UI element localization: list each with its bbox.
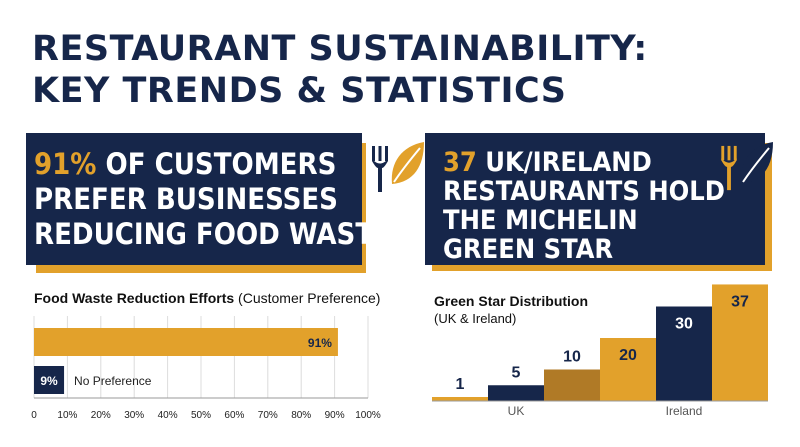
bar-value-label: 1 — [456, 376, 465, 393]
x-tick-label: 100% — [355, 410, 381, 421]
bar-value-label: 30 — [675, 316, 693, 333]
x-tick-label: 0 — [31, 410, 37, 421]
bar-value-label: 37 — [731, 293, 749, 310]
bar-value-label: 91% — [308, 336, 332, 350]
fork-icon — [372, 146, 388, 192]
chart-title-rest: (Customer Preference) — [234, 290, 381, 306]
banner-line-2: PREFER BUSINESSES — [34, 182, 338, 216]
chart-title-bold: Food Waste Reduction Efforts — [34, 290, 235, 306]
x-tick-label: 40% — [158, 410, 178, 421]
banner-line-1-text: OF CUSTOMERS — [96, 147, 337, 181]
x-tick-label: 50% — [191, 410, 211, 421]
banner-panel: 37 UK/IRELAND RESTAURANTS HOLD THE MICHE… — [425, 133, 765, 265]
x-tick-label: 20% — [91, 410, 111, 421]
bar-customer-preference — [34, 328, 338, 356]
banner-line-2: RESTAURANTS HOLD — [443, 176, 725, 207]
page-title: RESTAURANT SUSTAINABILITY: KEY TRENDS & … — [32, 28, 648, 112]
x-tick-label: 10% — [57, 410, 77, 421]
bar-no-preference — [34, 366, 65, 394]
bar-value-label: 9% — [40, 374, 58, 388]
food-waste-chart: 0 10% 20% 30% 40% 50% 60% 70% 80% 90% 100% 91% 9% No … — [31, 316, 381, 421]
x-tick-label: 90% — [325, 410, 345, 421]
green-star-chart-subtitle: (UK & Ireland) — [434, 311, 517, 326]
banner-line-1-text: UK/IRELAND — [476, 147, 652, 178]
bar-value-label: 20 — [619, 347, 637, 364]
banner-highlight: 91% — [34, 147, 97, 181]
x-tick-label: 80% — [291, 410, 311, 421]
banner-line-4: GREEN STAR — [443, 234, 614, 265]
banner-panel: 91% OF CUSTOMERS PREFER BUSINESSES REDUC… — [26, 133, 391, 265]
banner-highlight: 37 — [443, 147, 477, 178]
x-tick-label: 70% — [258, 410, 278, 421]
banner-line-3: THE MICHELIN — [443, 205, 638, 236]
bar-green-star-5 — [656, 306, 712, 401]
banner-line-1: 37 UK/IRELAND — [443, 148, 765, 177]
title-line-1: RESTAURANT SUSTAINABILITY: — [32, 29, 648, 69]
x-tick-label: 60% — [224, 410, 244, 421]
bar-green-star-6 — [712, 284, 768, 401]
x-tick-label: 30% — [124, 410, 144, 421]
fork-icon — [721, 145, 737, 191]
bar-green-star-1 — [432, 397, 488, 401]
x-tick-label: Ireland — [666, 404, 703, 418]
food-waste-chart-title: Food Waste Reduction Efforts (Customer P… — [34, 290, 380, 306]
banner-line-3: REDUCING FOOD WASTE — [34, 217, 391, 251]
bar-value-label: 10 — [563, 349, 581, 366]
green-star-chart-title: Green Star Distribution — [434, 293, 589, 309]
bar-green-star-3 — [544, 369, 600, 401]
green-star-chart: 1 5 10 20 30 37 UK Ireland — [432, 284, 768, 418]
banner-line-1: 91% OF CUSTOMERS — [34, 147, 362, 182]
bar-green-star-2 — [488, 385, 544, 401]
bar-green-star-4 — [600, 338, 656, 401]
bar-value-label: 5 — [512, 364, 521, 381]
leaf-icon — [391, 142, 424, 184]
bar-category-label: No Preference — [74, 374, 152, 388]
leaf-icon — [740, 142, 773, 184]
title-line-2: KEY TRENDS & STATISTICS — [32, 71, 567, 111]
x-tick-label: UK — [508, 404, 525, 418]
